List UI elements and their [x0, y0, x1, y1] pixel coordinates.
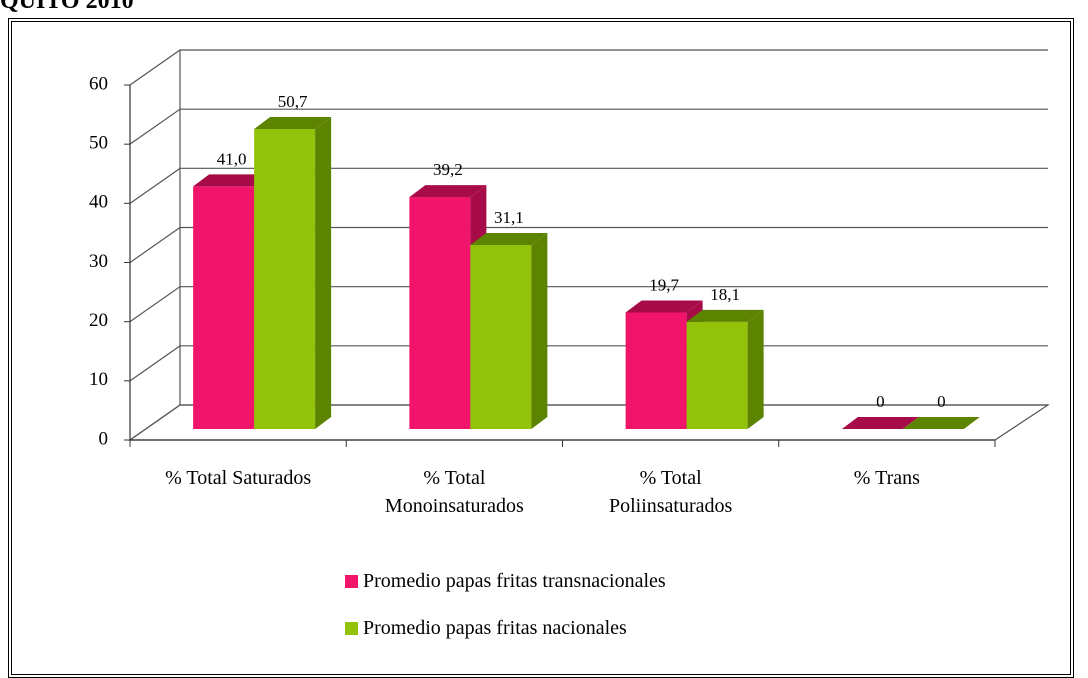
grid-line — [129, 226, 1048, 263]
bar-front — [686, 321, 748, 429]
x-tick-label: % Total Monoinsaturados — [384, 467, 524, 517]
y-tick-label: 0 — [99, 428, 109, 449]
bar-front — [625, 312, 687, 429]
value-label: 31,1 — [494, 208, 524, 227]
bar-front — [470, 244, 532, 429]
bar-front — [409, 197, 471, 429]
chart-title: QUITO 2010 — [0, 0, 134, 14]
grid-line — [129, 167, 1048, 204]
bar-front — [254, 129, 316, 429]
legend-entry: Promedio papas fritas nacionales — [345, 617, 627, 640]
value-label: 0 — [937, 392, 946, 411]
value-label: 50,7 — [278, 92, 308, 111]
value-label: 0 — [876, 392, 885, 411]
bar-top — [686, 309, 764, 322]
legend-entry: Promedio papas fritas transnacionales — [345, 570, 666, 593]
bar-top — [841, 417, 919, 429]
bar-front — [193, 186, 255, 429]
value-label: 39,2 — [433, 160, 463, 179]
bar-top — [254, 117, 332, 130]
x-tick-label: % Trans — [853, 467, 920, 489]
legend-label: Promedio papas fritas transnacionales — [363, 570, 666, 592]
grid-line — [129, 286, 1048, 323]
bar-top — [409, 185, 487, 198]
legend-label: Promedio papas fritas nacionales — [363, 617, 627, 639]
value-label: 18,1 — [710, 285, 740, 304]
y-tick-label: 30 — [89, 251, 108, 272]
y-tick-label: 40 — [89, 192, 108, 213]
bar-side — [531, 232, 548, 429]
bar-top — [193, 174, 271, 187]
value-label: 41,0 — [217, 149, 247, 168]
bar-side — [747, 309, 764, 429]
y-tick-label: 20 — [89, 310, 108, 331]
bar-side — [315, 117, 332, 430]
bar-top — [902, 417, 980, 429]
x-tick-label: % Total Poliinsaturados — [608, 467, 733, 517]
y-tick-label: 10 — [89, 369, 108, 390]
legend-swatch — [345, 575, 358, 588]
y-tick-label: 60 — [89, 73, 108, 94]
legend-swatch — [345, 622, 358, 635]
bar-top — [470, 232, 548, 245]
y-tick-label: 50 — [89, 133, 108, 154]
bar-top — [625, 300, 703, 313]
value-label: 19,7 — [649, 275, 679, 294]
grid-line — [129, 108, 1048, 145]
grid-line — [129, 49, 1048, 86]
x-tick-label: % Total Saturados — [165, 467, 312, 489]
